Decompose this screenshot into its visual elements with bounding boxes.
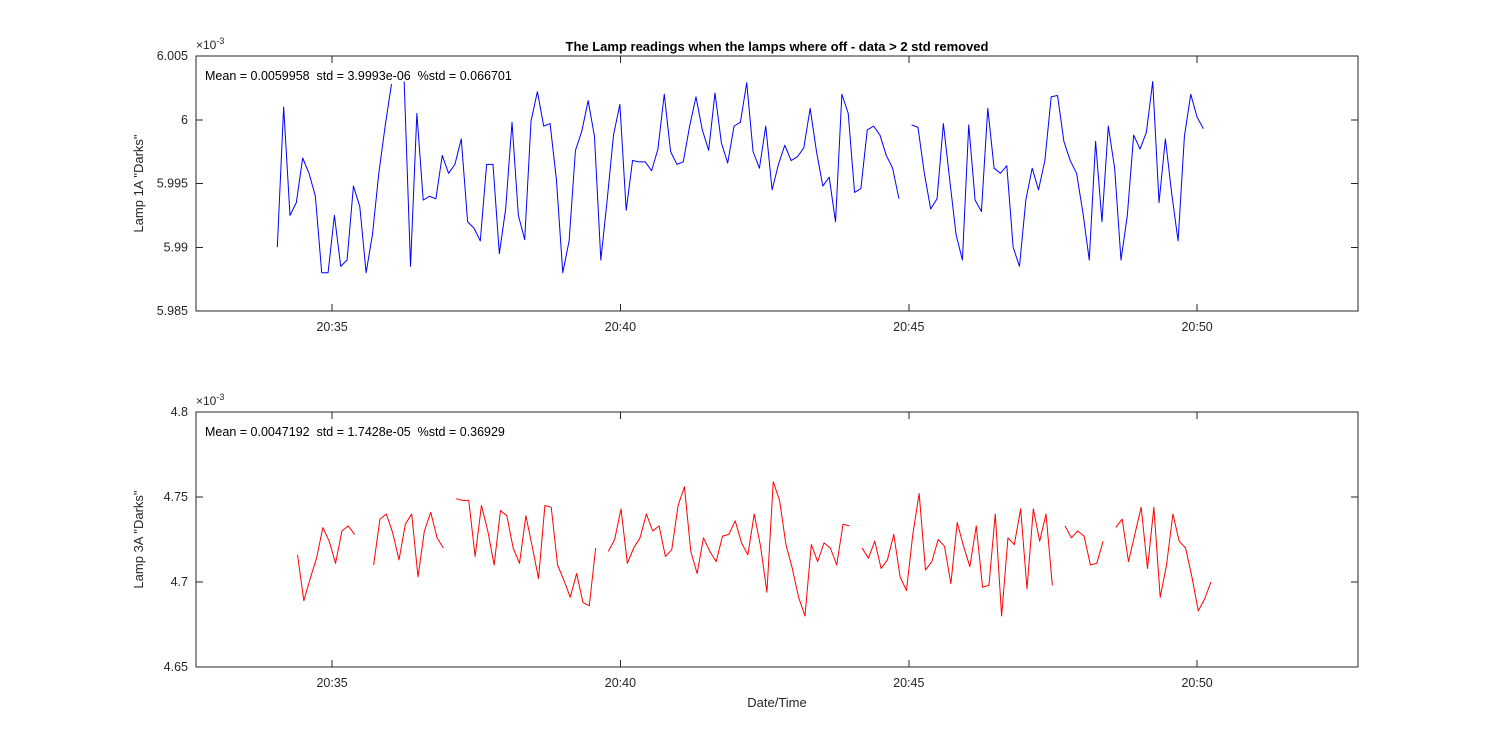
exponent-base: ×10 [196, 394, 217, 408]
y-tick-label: 4.65 [164, 660, 188, 674]
y-tick-label: 5.995 [157, 177, 188, 191]
y-tick-label: 4.7 [171, 575, 188, 589]
y-tick-label: 5.99 [164, 240, 188, 254]
x-tick-label: 20:40 [605, 320, 636, 334]
axes-box [195, 411, 1359, 668]
x-tick-label: 20:35 [316, 320, 347, 334]
lamp-3a-series-line [296, 481, 1212, 617]
x-tick-label: 20:45 [893, 320, 924, 334]
axes-box [195, 55, 1359, 312]
y-axis-label-lamp-3a: Lamp 3A "Darks" [131, 490, 146, 588]
y-tick-label: 6 [181, 113, 188, 127]
y-axis-label-lamp-1a: Lamp 1A "Darks" [131, 134, 146, 232]
x-axis-label: Date/Time [747, 695, 806, 710]
axes-ticks: 20:35 20:40 20:45 20:50 4.65 4.7 4.75 4.8 [164, 405, 1358, 690]
exponent-power: -3 [216, 392, 224, 402]
lamp-1a-series-line [276, 81, 1204, 274]
x-tick-label: 20:50 [1181, 676, 1212, 690]
x-tick-label: 20:35 [316, 676, 347, 690]
y-tick-label: 6.005 [157, 49, 188, 63]
x-tick-label: 20:45 [893, 676, 924, 690]
y-axis-exponent: ×10-3 [196, 36, 224, 52]
y-tick-label: 4.75 [164, 490, 188, 504]
exponent-power: -3 [216, 36, 224, 46]
axes-ticks: 20:35 20:40 20:45 20:50 5.985 5.99 5.995 6 6.005 [157, 49, 1358, 334]
subplot-lamp-1a: 20:35 20:40 20:45 20:50 5.985 5.99 5.995 6 6.005… [131, 36, 1359, 334]
y-axis-exponent: ×10-3 [196, 392, 224, 408]
y-tick-label: 5.985 [157, 304, 188, 318]
stats-annotation-lamp-3a: Mean = 0.0047192 std = 1.7428e-05 %std =… [205, 425, 505, 439]
stats-annotation-lamp-1a: Mean = 0.0059958 std = 3.9993e-06 %std =… [205, 69, 512, 83]
x-tick-label: 20:40 [605, 676, 636, 690]
exponent-base: ×10 [196, 38, 217, 52]
y-tick-label: 4.8 [171, 405, 188, 419]
x-tick-label: 20:50 [1181, 320, 1212, 334]
figure-title: The Lamp readings when the lamps where o… [566, 39, 989, 54]
subplot-lamp-3a: 20:35 20:40 20:45 20:50 4.65 4.7 4.75 4.8 ×10-3… [131, 392, 1359, 690]
